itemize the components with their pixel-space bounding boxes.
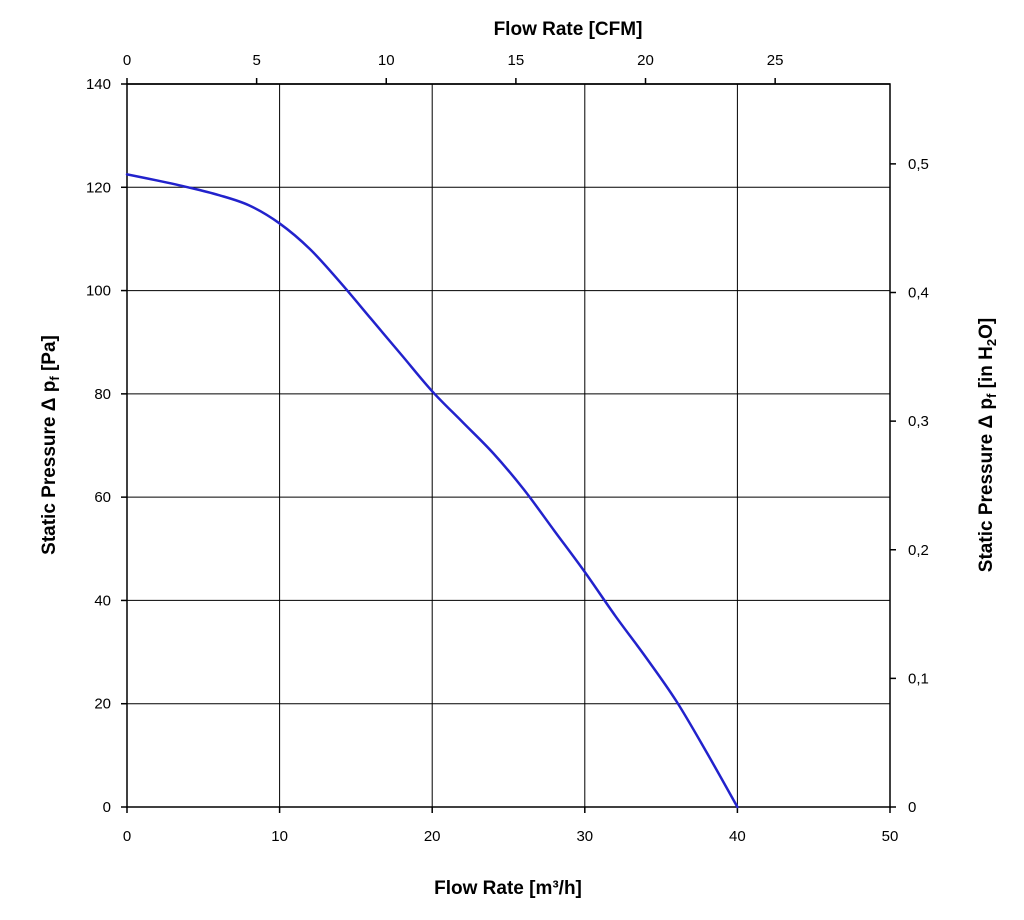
x-top-axis-title: Flow Rate [CFM] (494, 19, 643, 40)
y-left-axis-title: Static Pressure Δ pf [Pa] (39, 335, 62, 555)
y-left-axis-title-subscript: f (47, 376, 62, 381)
y-right-axis-title-subscript-f: f (984, 393, 999, 398)
x-top-tick-label-0: 0 (123, 52, 131, 69)
x-top-tick-label-3: 15 (508, 52, 525, 69)
x-top-tick-label-1: 5 (252, 52, 260, 69)
y-left-tick-label-6: 120 (86, 179, 111, 196)
y-right-tick-label-3: 0,3 (908, 413, 929, 430)
x-top-tick-label-5: 25 (767, 52, 784, 69)
tick-layer: 0 10 20 30 40 50 0 5 10 15 20 25 0 20 40 60 80 100 120 140 0… (86, 52, 929, 845)
y-right-tick-label-0: 0 (908, 799, 916, 816)
series-layer (125, 173, 739, 809)
y-right-axis-title: Static Pressure Δ pf [in H2O] (976, 318, 999, 572)
x-top-tick-label-2: 10 (378, 52, 395, 69)
y-left-axis-title-unit: [Pa] (39, 335, 60, 376)
y-right-axis-title-unit-a: [in H (976, 346, 997, 394)
x-bottom-tick-label-4: 40 (729, 828, 746, 845)
series-line-0 (125, 173, 739, 809)
y-right-tick-label-4: 0,4 (908, 285, 929, 302)
x-bottom-tick-label-5: 50 (882, 828, 899, 845)
y-left-tick-label-3: 60 (94, 489, 111, 506)
y-right-tick-label-5: 0,5 (908, 156, 929, 173)
x-bottom-tick-label-2: 20 (424, 828, 441, 845)
y-right-tick-label-1: 0,1 (908, 670, 929, 687)
y-left-tick-label-5: 100 (86, 283, 111, 300)
y-right-tick-label-2: 0,2 (908, 542, 929, 559)
y-left-tick-label-0: 0 (103, 799, 111, 816)
x-bottom-axis-title: Flow Rate [m³/h] (434, 878, 582, 899)
y-left-tick-label-7: 140 (86, 76, 111, 93)
grid-layer (126, 83, 891, 808)
y-left-tick-label-1: 20 (94, 696, 111, 713)
x-top-tick-label-4: 20 (637, 52, 654, 69)
x-bottom-tick-label-3: 30 (576, 828, 593, 845)
y-left-tick-label-2: 40 (94, 592, 111, 609)
y-right-axis-title-main: Static Pressure Δ p (976, 398, 997, 572)
y-left-axis-title-main: Static Pressure Δ p (39, 381, 60, 555)
y-left-tick-label-4: 80 (94, 386, 111, 403)
y-right-axis-title-subscript-2: 2 (984, 339, 999, 346)
plot-frame (126, 83, 891, 808)
y-right-axis-title-unit-b: O] (976, 318, 997, 339)
x-bottom-tick-label-1: 10 (271, 828, 288, 845)
x-bottom-tick-label-0: 0 (123, 828, 131, 845)
